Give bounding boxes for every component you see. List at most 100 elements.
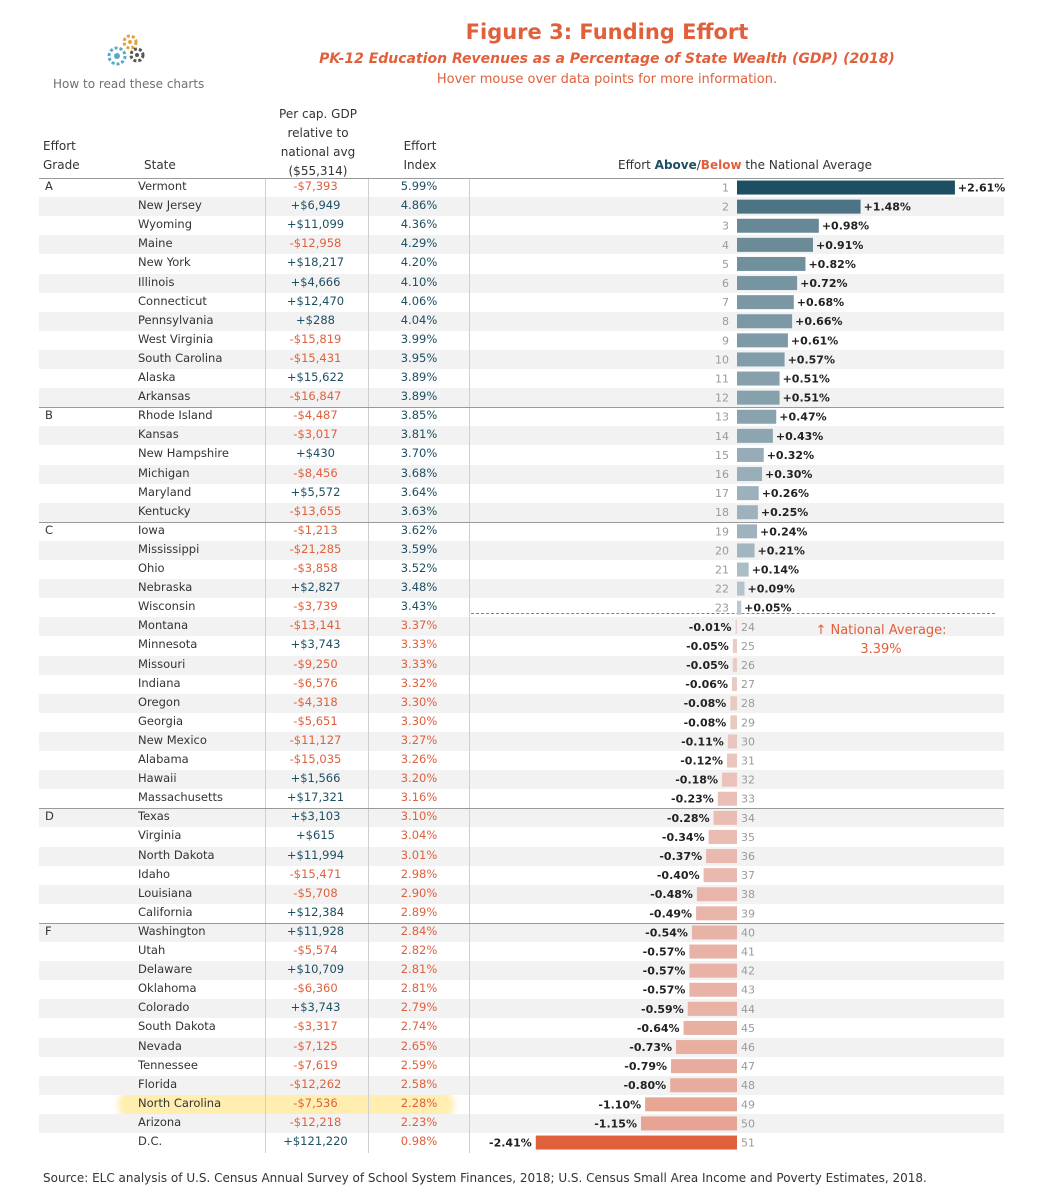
table-row[interactable]: Connecticut +$12,470 4.06%: [39, 293, 1004, 312]
table-row[interactable]: Illinois +$4,666 4.10%: [39, 273, 1004, 293]
header-effort-line2: Index: [403, 158, 437, 172]
gears-icon[interactable]: [104, 30, 150, 70]
effort-index-value: 3.63%: [400, 503, 438, 518]
table-row[interactable]: Nebraska +$2,827 3.48%: [39, 579, 1004, 599]
table-row[interactable]: Arkansas -$16,847 3.89%: [39, 388, 1004, 408]
table-row[interactable]: Minnesota +$3,743 3.33%: [39, 636, 1004, 655]
gdp-value: -$7,125: [293, 1038, 338, 1053]
gdp-value: +$17,321: [286, 790, 345, 805]
state-name: Connecticut: [138, 293, 207, 308]
table-row[interactable]: Wisconsin -$3,739 3.43%: [39, 598, 1004, 617]
table-row[interactable]: Michigan -$8,456 3.68%: [39, 464, 1004, 484]
table-row[interactable]: Delaware +$10,709 2.81%: [39, 961, 1004, 981]
header-chart-post: the National Average: [741, 158, 872, 172]
divider-index-chart: [469, 178, 470, 1153]
table-row[interactable]: C Iowa -$1,213 3.62%: [39, 522, 1004, 541]
gdp-value: -$4,318: [293, 694, 338, 709]
state-name: Oklahoma: [138, 981, 197, 996]
table-row[interactable]: D.C. +$121,220 0.98%: [39, 1133, 1004, 1152]
effort-index-value: 3.70%: [400, 446, 438, 461]
state-name: Wyoming: [138, 217, 192, 232]
table-row[interactable]: Florida -$12,262 2.58%: [39, 1075, 1004, 1095]
grade-label: D: [45, 809, 54, 824]
table-row[interactable]: Ohio -$3,858 3.52%: [39, 560, 1004, 579]
gdp-value: -$15,471: [289, 866, 342, 881]
table-row[interactable]: South Dakota -$3,317 2.74%: [39, 1018, 1004, 1037]
gdp-value: +$1,566: [290, 771, 341, 786]
table-row[interactable]: Maine -$12,958 4.29%: [39, 235, 1004, 255]
table-row[interactable]: Colorado +$3,743 2.79%: [39, 999, 1004, 1019]
table-row[interactable]: Kansas -$3,017 3.81%: [39, 426, 1004, 446]
table-row[interactable]: Arizona -$12,218 2.23%: [39, 1113, 1004, 1133]
chart-subtitle: PK-12 Education Revenues as a Percentage…: [319, 51, 895, 67]
effort-index-value: 3.16%: [400, 790, 438, 805]
table-row[interactable]: Wyoming +$11,099 4.36%: [39, 216, 1004, 235]
effort-index-value: 2.81%: [400, 981, 438, 996]
gdp-value: +$4,666: [290, 274, 341, 289]
state-name: Florida: [138, 1076, 178, 1091]
state-name: Louisiana: [138, 885, 193, 900]
table-row[interactable]: Alabama -$15,035 3.26%: [39, 751, 1004, 770]
table-row[interactable]: Missouri -$9,250 3.33%: [39, 655, 1004, 675]
table-row[interactable]: Georgia -$5,651 3.30%: [39, 713, 1004, 732]
table-row[interactable]: New Hampshire +$430 3.70%: [39, 445, 1004, 464]
table-row[interactable]: A Vermont -$7,393 5.99%: [39, 178, 1004, 197]
effort-index-value: 3.32%: [400, 675, 438, 690]
table-row[interactable]: Oklahoma -$6,360 2.81%: [39, 980, 1004, 999]
table-row[interactable]: Virginia +$615 3.04%: [39, 827, 1004, 846]
table-row[interactable]: Tennessee -$7,619 2.59%: [39, 1057, 1004, 1076]
gdp-value: +$5,572: [290, 484, 341, 499]
table-row[interactable]: Maryland +$5,572 3.64%: [39, 484, 1004, 503]
how-to-read-link[interactable]: How to read these charts: [53, 77, 205, 91]
effort-index-value: 2.98%: [400, 866, 438, 881]
state-name: New Mexico: [138, 732, 207, 747]
table-row[interactable]: Pennsylvania +$288 4.04%: [39, 311, 1004, 331]
gdp-value: -$13,655: [289, 503, 342, 518]
table-row[interactable]: Oregon -$4,318 3.30%: [39, 693, 1004, 713]
gdp-value: -$3,017: [293, 427, 338, 442]
table-row[interactable]: Louisiana -$5,708 2.90%: [39, 884, 1004, 904]
table-row[interactable]: Nevada -$7,125 2.65%: [39, 1037, 1004, 1057]
table-row[interactable]: F Washington +$11,928 2.84%: [39, 922, 1004, 942]
gdp-value: -$3,858: [293, 561, 338, 575]
state-name: Nebraska: [138, 580, 193, 595]
gdp-value: +$11,099: [286, 217, 345, 232]
effort-index-value: 2.82%: [400, 943, 438, 957]
table-row[interactable]: Hawaii +$1,566 3.20%: [39, 770, 1004, 790]
gdp-value: -$3,739: [293, 599, 338, 614]
table-row[interactable]: California +$12,384 2.89%: [39, 904, 1004, 923]
gdp-value: +$6,949: [290, 198, 341, 213]
national-average-value: 3.39%: [860, 642, 902, 657]
table-row[interactable]: Alaska +$15,622 3.89%: [39, 369, 1004, 388]
table-row[interactable]: North Carolina -$7,536 2.28%: [39, 1095, 1004, 1114]
table-row[interactable]: Idaho -$15,471 2.98%: [39, 866, 1004, 885]
gdp-value: +$121,220: [283, 1134, 348, 1148]
table-row[interactable]: New Mexico -$11,127 3.27%: [39, 731, 1004, 751]
table-row[interactable]: West Virginia -$15,819 3.99%: [39, 331, 1004, 350]
table-row[interactable]: B Rhode Island -$4,487 3.85%: [39, 407, 1004, 426]
table-row[interactable]: D Texas +$3,103 3.10%: [39, 808, 1004, 828]
chart-title: Figure 3: Funding Effort: [465, 20, 749, 44]
gdp-value: +$18,217: [286, 255, 345, 270]
table-row[interactable]: Montana -$13,141 3.37%: [39, 617, 1004, 637]
table-row[interactable]: New York +$18,217 4.20%: [39, 254, 1004, 273]
effort-index-value: 3.01%: [400, 847, 438, 862]
gdp-value: +$15,622: [286, 370, 345, 384]
source-note: Source: ELC analysis of U.S. Census Annu…: [43, 1171, 927, 1185]
gdp-value: -$15,035: [289, 752, 342, 766]
grade-label: F: [45, 923, 52, 938]
table-row[interactable]: Kentucky -$13,655 3.63%: [39, 502, 1004, 522]
national-average-line1: ↑ National Average:: [815, 623, 947, 638]
effort-index-value: 3.33%: [400, 637, 438, 652]
table-row[interactable]: Mississippi -$21,285 3.59%: [39, 540, 1004, 560]
grade-divider: [39, 808, 1004, 810]
grade-divider: [39, 178, 1004, 179]
state-name: Delaware: [138, 962, 193, 977]
table-row[interactable]: Utah -$5,574 2.82%: [39, 942, 1004, 961]
table-row[interactable]: Indiana -$6,576 3.32%: [39, 675, 1004, 694]
state-name: Minnesota: [138, 637, 198, 652]
table-row[interactable]: North Dakota +$11,994 3.01%: [39, 846, 1004, 866]
table-row[interactable]: New Jersey +$6,949 4.86%: [39, 197, 1004, 217]
table-row[interactable]: South Carolina -$15,431 3.95%: [39, 349, 1004, 369]
table-row[interactable]: Massachusetts +$17,321 3.16%: [39, 789, 1004, 808]
